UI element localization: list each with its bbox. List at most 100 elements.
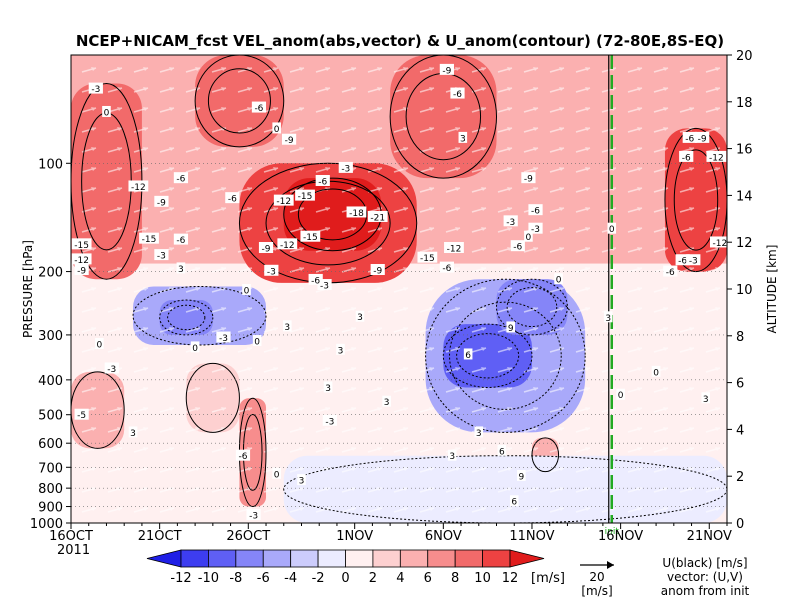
contour-line (132, 285, 267, 346)
contour-label: -12 (713, 239, 728, 249)
contour-label-bg (370, 263, 385, 275)
contour-label-bg (74, 263, 89, 275)
contour-label: -12 (74, 256, 89, 266)
contour-label-bg (323, 381, 333, 393)
colorbar-arrow-low (146, 549, 182, 568)
contour-label-bg (686, 254, 701, 266)
contour-label-bg (283, 320, 292, 332)
contour-label-bg (190, 341, 200, 353)
contour-label-bg (528, 222, 543, 234)
plot-area: -30 -60-9-9-63 -6 -9-12-6-12-9-6-6 -12 -15-3-… (71, 55, 728, 523)
contour-label-bg (95, 338, 104, 350)
y-tick-label: 600 (38, 437, 63, 452)
legend-note-line: U(black) [m/s] (662, 556, 747, 570)
contour-label-bg (554, 273, 563, 285)
contour-label: -15 (74, 241, 89, 251)
contour-label: -12 (447, 245, 462, 255)
contour-line (185, 362, 240, 433)
colorbar-label: 2 (369, 571, 377, 586)
contour-label-bg (616, 388, 625, 400)
contour-label: -6 (513, 243, 522, 253)
colorbar-swatch (427, 549, 456, 568)
contour-label: -6 (678, 257, 687, 267)
contour-line (442, 323, 533, 388)
contour-label: -15 (142, 235, 157, 245)
contour-label-bg (272, 122, 281, 134)
x-tick-label: 16NOV (598, 529, 643, 544)
contour-label: -6 (238, 452, 247, 462)
chart-title: NCEP+NICAM_fcst VEL_anom(abs,vector) & U… (76, 32, 724, 50)
contour-label: -3 (91, 85, 100, 95)
contour-label-bg (242, 283, 251, 295)
legend-note-line: anom from init (661, 584, 750, 598)
x-tick-label: 6NOV (425, 529, 462, 544)
y-tick-label: 900 (38, 501, 63, 516)
contour-label: -6 (685, 134, 694, 144)
contour-line (71, 371, 125, 449)
contour-label-bg (439, 261, 454, 273)
contour-label-bg (679, 150, 694, 162)
y-right-tick-label: 2 (736, 470, 744, 485)
contour-label: 0 (526, 233, 532, 243)
contour-label-bg (139, 232, 159, 244)
contour-label: 0 (274, 470, 280, 480)
contour-label: 3 (605, 314, 611, 324)
contour-label-bg (277, 238, 298, 250)
contour-label-bg (474, 426, 484, 438)
contour-label: 3 (449, 452, 455, 462)
contour-label: 0 (609, 225, 615, 235)
contour-label-bg (603, 311, 613, 323)
colorbar-label: 10 (474, 571, 491, 586)
contour-label-bg (338, 161, 353, 173)
colorbar-label: -8 (229, 571, 242, 586)
contour-line (207, 68, 271, 134)
contour-label-bg (176, 262, 186, 274)
contour-label-bg (663, 265, 678, 277)
contour-label-bg (297, 474, 306, 486)
y-axis-label-right: ALTITUDE [km] (765, 245, 779, 334)
contour-line (506, 287, 558, 328)
contour-label-bg (524, 230, 533, 242)
contour-label: -12 (280, 241, 295, 251)
contour-label: 6 (465, 351, 471, 361)
pressure-gridlines (71, 162, 727, 507)
colorbar-swatch (372, 549, 401, 568)
contour-label: -6 (442, 264, 451, 274)
contour-label: -6 (531, 207, 540, 217)
contour-label: -3 (320, 282, 329, 292)
y-tick-label: 100 (38, 157, 63, 172)
contour-label-bg (88, 82, 103, 94)
year-label: 2011 (57, 543, 90, 558)
contour-label: -9 (373, 266, 382, 276)
contour-label: 0 (97, 341, 103, 351)
y-right-tick-label: 12 (736, 236, 753, 251)
colorbar-label: -6 (257, 571, 270, 586)
contour-label-bg (104, 362, 119, 374)
contour-label: 3 (476, 429, 482, 439)
colorbar-swatch (262, 549, 292, 568)
contour-label: -3 (107, 365, 116, 375)
contour-label-bg (355, 310, 365, 322)
contour-label-bg (272, 467, 281, 479)
contour-label-bg (509, 495, 519, 507)
colorbar-swatch (454, 549, 483, 568)
contour-label-bg (154, 249, 169, 261)
contour-label: -12 (709, 153, 724, 163)
y-right-tick-label: 10 (736, 283, 753, 298)
contour-label-bg (521, 172, 536, 184)
contour-label: -9 (698, 134, 707, 144)
contour-label: -15 (420, 254, 435, 264)
contour-label-bg (346, 206, 367, 218)
contour-label-bg (506, 321, 515, 333)
init-marker-layer (608, 55, 614, 523)
contour-label: -6 (176, 236, 185, 246)
contour-label-bg (308, 273, 323, 285)
colorbar-label: 6 (424, 571, 432, 586)
colorbar-label: 12 (502, 571, 519, 586)
contour-label: -9 (524, 175, 533, 185)
contour-label-bg (458, 131, 468, 143)
contour-label-bg (382, 395, 391, 407)
contour-label-bg (682, 131, 697, 143)
init-marker-label: init (605, 527, 620, 537)
